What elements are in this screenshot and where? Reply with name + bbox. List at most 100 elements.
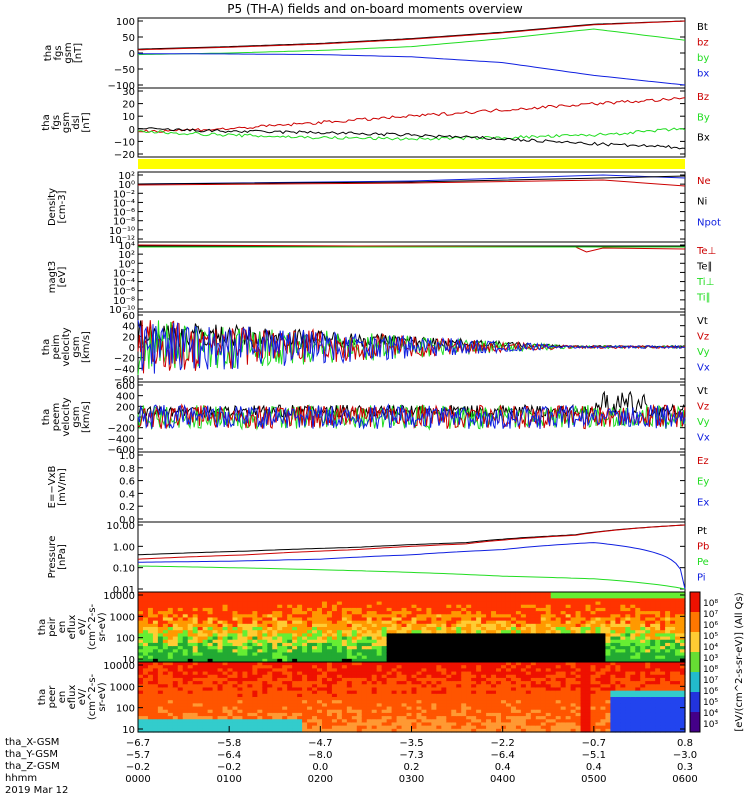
ytick-label: −600 — [108, 445, 135, 456]
ylabel-line: dsl — [71, 115, 82, 129]
xtick-label: 0.3 — [677, 762, 693, 773]
panel-frame — [137, 521, 686, 593]
ytick-label: 0 — [129, 413, 135, 424]
series-Pt — [137, 524, 686, 556]
ytick-label: 10² — [118, 171, 135, 182]
ylabel-line: gsm — [71, 406, 82, 427]
ylabel-line: peer — [47, 685, 58, 709]
ylabel-line: [cm-3] — [57, 190, 68, 223]
xtick-label: 0.2 — [404, 762, 420, 773]
ytick-label: 0 — [129, 125, 135, 136]
ytick-label: 10⁻⁸ — [113, 296, 135, 307]
ytick-label: 10⁴ — [118, 241, 135, 252]
legend-ti∥: Ti∥ — [696, 293, 711, 304]
ytick-label: 10² — [118, 250, 135, 261]
ytick-label: −10 — [114, 137, 135, 148]
xtick-label: −4.7 — [308, 738, 332, 749]
legend-npot: Npot — [697, 217, 721, 228]
ytick-label: 1.0 — [119, 451, 135, 462]
xtick-label: −6.4 — [491, 750, 515, 761]
legend-vx: Vx — [697, 433, 710, 444]
panel-efield: 1.0 0.8 0.60.4 0.2 0.0 E=−VxB [mV/m] Ez Ey Ex — [47, 451, 709, 526]
ytick-label: 1.00 — [113, 542, 135, 553]
ylabel-line: E=−VxB — [47, 466, 58, 509]
colorbar-tick: 10⁶ — [703, 621, 718, 631]
row-label-y: tha_Y-GSM — [5, 749, 59, 760]
ytick-label: 600 — [116, 381, 135, 392]
colorbar-band — [690, 612, 700, 633]
ylabel-line: tha — [41, 114, 52, 130]
colorbar-band — [690, 652, 700, 673]
legend-pi: Pi — [697, 573, 706, 584]
ytick-label: 100 — [116, 17, 135, 28]
legend-ey: Ey — [697, 477, 709, 488]
ytick-label: 0.4 — [119, 489, 135, 500]
ytick-label: 0 — [129, 343, 135, 354]
ylabel-line: [km/s] — [81, 401, 92, 433]
ylabel-line: peem — [51, 403, 62, 431]
ytick-label: 0.0 — [119, 515, 135, 526]
colorbar-tick: 10⁴ — [703, 709, 718, 719]
legend-bx: Bx — [697, 133, 710, 144]
ytick-label: 400 — [116, 392, 135, 403]
ylabel-line: tha — [41, 409, 52, 425]
ytick-label: 0 — [129, 49, 135, 60]
legend-te∥: Te∥ — [696, 262, 713, 273]
ytick-label: 1000 — [110, 612, 135, 623]
panel-frame — [137, 241, 686, 313]
legend-ne: Ne — [697, 176, 711, 187]
ytick-label: 10⁻⁸ — [113, 217, 135, 228]
colorbar-frame — [689, 591, 701, 733]
legend-ni: Ni — [697, 197, 707, 208]
xtick-label: 0100 — [216, 774, 241, 785]
xtick-label: 0300 — [399, 774, 424, 785]
legend-vt: Vt — [697, 316, 708, 327]
ylabel-line: [nT] — [81, 112, 92, 132]
ytick-label: −20 — [114, 354, 135, 365]
xtick-label: −5.8 — [217, 738, 241, 749]
legend-vz: Vz — [697, 402, 709, 413]
series-Pe — [137, 565, 686, 590]
legend-pt: Pt — [697, 526, 707, 537]
ytick-label: 10⁻⁶ — [113, 287, 135, 298]
velocity-trace — [137, 320, 686, 376]
colorbar-band — [690, 672, 700, 693]
ylabel-line: Density — [47, 188, 58, 226]
colorbar-tick: 10⁴ — [703, 643, 718, 653]
panel-peer-eflux: 10000 1000 100 10 tha peer en eflux eV/(cm^2-s-s… — [37, 661, 686, 736]
ytick-label: 10⁰ — [118, 180, 135, 191]
colorbar-band — [690, 592, 700, 613]
ytick-label: 50 — [122, 33, 135, 44]
colorbar-label: [eV/(cm^2-s-sr-eV)] (All Qs) — [734, 592, 745, 731]
legend-vx: Vx — [697, 363, 710, 374]
series-By — [137, 127, 686, 141]
ytick-label: 0.2 — [119, 502, 135, 513]
ylabel-line: [nPa] — [57, 544, 68, 570]
ylabel-line: tha — [37, 689, 48, 705]
ylabel-line: en — [57, 621, 68, 634]
ytick-label: 100 — [116, 704, 135, 715]
legend-pb: Pb — [697, 542, 709, 553]
panel-peir-eflux: 10000 1000 100 10 tha peir en eflux eV/(cm^2-s-s… — [37, 591, 686, 666]
ytick-label: 10 — [122, 655, 135, 666]
xtick-label: 0600 — [672, 774, 697, 785]
panel-frame — [137, 451, 686, 523]
row-label-x: tha_X-GSM — [5, 737, 60, 748]
series-Bz — [137, 97, 686, 134]
ytick-label: 0.01 — [113, 585, 135, 596]
xtick-label: 0.4 — [586, 762, 602, 773]
xtick-label: −5.1 — [582, 750, 606, 761]
velocity-trace — [137, 320, 686, 374]
ytick-label: 20 — [122, 100, 135, 111]
xtick-label: −3.5 — [399, 738, 423, 749]
xtick-label: 0500 — [581, 774, 606, 785]
ylabel-line: sr-eV) — [97, 612, 108, 641]
ytick-label: 20 — [122, 332, 135, 343]
ytick-label: 10 — [122, 725, 135, 736]
ytick-label: −40 — [114, 364, 135, 375]
ytick-label: −60 — [114, 375, 135, 386]
xtick-label: 0400 — [490, 774, 515, 785]
ylabel-line: [km/s] — [81, 331, 92, 363]
